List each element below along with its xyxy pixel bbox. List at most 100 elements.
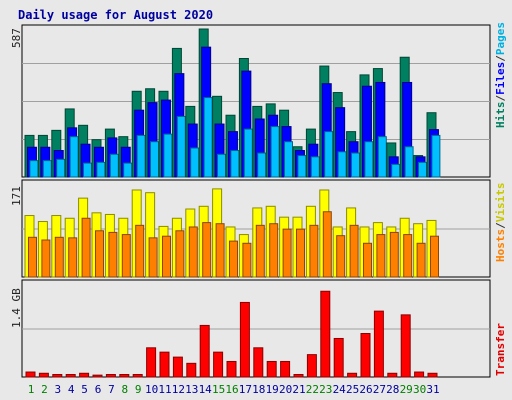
transfer-bar <box>347 372 358 378</box>
day-label: 7 <box>108 383 115 396</box>
hosts-bar <box>162 235 171 278</box>
hosts-bar <box>54 236 64 278</box>
pages-bar <box>190 147 200 178</box>
pages-bar <box>310 156 320 178</box>
pages-bar <box>230 150 240 178</box>
chart-title: Daily usage for August 2020 <box>18 8 214 22</box>
hosts-bar <box>41 239 51 278</box>
transfer-bar <box>253 347 264 378</box>
day-label: 12 <box>172 383 185 396</box>
hosts-bar <box>68 237 78 278</box>
legend-files: Files <box>494 61 507 95</box>
day-label: 27 <box>373 383 386 396</box>
day-label: 20 <box>279 383 292 396</box>
pages-bar <box>391 163 401 178</box>
transfer-bar <box>360 333 371 378</box>
hosts-ymax-label: 171 <box>10 186 23 206</box>
day-label: 31 <box>426 383 439 396</box>
transfer-bar <box>65 374 76 378</box>
day-label: 13 <box>185 383 198 396</box>
hosts-bar <box>403 234 413 278</box>
pages-bar <box>337 151 347 178</box>
transfer-legend: Transfer <box>494 323 507 376</box>
pages-bar <box>163 133 173 178</box>
hosts-bar <box>269 223 279 278</box>
transfer-bar <box>79 372 90 378</box>
pages-bar <box>123 162 133 178</box>
transfer-bar <box>333 337 344 378</box>
day-label: 24 <box>333 383 347 396</box>
hosts-bar <box>255 224 265 278</box>
day-label: 9 <box>135 383 142 396</box>
hosts-bar <box>188 226 198 278</box>
day-label: 21 <box>292 383 305 396</box>
transfer-bar <box>213 351 224 378</box>
transfer-bar <box>373 310 384 378</box>
transfer-bar <box>199 324 210 378</box>
hosts-bar <box>81 217 91 278</box>
day-label: 28 <box>386 383 399 396</box>
transfer-bar <box>25 371 36 378</box>
day-label: 17 <box>239 383 252 396</box>
pages-bar <box>42 160 52 178</box>
day-label: 18 <box>252 383 265 396</box>
transfer-bar <box>387 372 398 378</box>
hosts-bar <box>363 242 372 278</box>
day-label: 15 <box>212 383 225 396</box>
hosts-bar <box>416 242 426 278</box>
day-label: 6 <box>95 383 102 396</box>
hosts-bar <box>28 236 37 278</box>
pages-bar <box>431 134 441 178</box>
hosts-bar <box>148 237 158 278</box>
day-label: 30 <box>413 383 426 396</box>
transfer-bar <box>52 374 63 378</box>
pages-bar <box>404 146 414 178</box>
transfer-bar <box>159 351 170 378</box>
pages-bar <box>109 153 119 178</box>
hosts-bar <box>376 234 386 278</box>
hosts-bar <box>175 230 185 278</box>
transfer-bar <box>400 314 411 378</box>
transfer-bar <box>38 372 49 378</box>
pages-bar <box>351 152 360 178</box>
transfer-bar <box>266 360 277 378</box>
day-label: 2 <box>41 383 48 396</box>
hosts-bar <box>229 240 238 278</box>
pages-bar <box>136 134 146 178</box>
transfer-bar <box>172 356 183 378</box>
transfer-bar <box>226 360 237 378</box>
hosts-bar <box>242 242 252 278</box>
hits-files-pages-legend: Hits/Files/Pages <box>494 22 507 128</box>
day-label: 5 <box>81 383 88 396</box>
day-label: 25 <box>346 383 359 396</box>
transfer-ymax-label: 1.4 GB <box>10 288 23 328</box>
legend-transfer: Transfer <box>494 323 507 376</box>
pages-bar <box>176 115 186 178</box>
hosts-bar <box>309 224 319 278</box>
day-label: 3 <box>54 383 61 396</box>
transfer-bar <box>146 347 157 378</box>
day-label: 10 <box>145 383 158 396</box>
pages-bar <box>324 131 334 178</box>
hits-ymax-label: 587 <box>10 28 23 48</box>
pages-bar <box>69 136 79 178</box>
pages-bar <box>297 155 307 178</box>
hosts-bar <box>202 222 212 278</box>
pages-bar <box>377 136 387 178</box>
hosts-visits-legend: Hosts/Visits <box>494 182 507 263</box>
transfer-bar <box>105 374 116 378</box>
legend-hits: Hits <box>494 101 507 129</box>
day-label: 8 <box>121 383 128 396</box>
pages-bar <box>83 162 92 178</box>
day-label: 16 <box>225 383 238 396</box>
day-label: 29 <box>400 383 413 396</box>
transfer-bar <box>414 371 425 378</box>
transfer-bar <box>239 301 250 378</box>
pages-bar <box>217 153 226 178</box>
hosts-bar <box>95 230 104 278</box>
pages-bar <box>243 128 253 178</box>
day-label: 4 <box>68 383 75 396</box>
day-label: 23 <box>319 383 332 396</box>
hosts-bar <box>108 231 118 278</box>
